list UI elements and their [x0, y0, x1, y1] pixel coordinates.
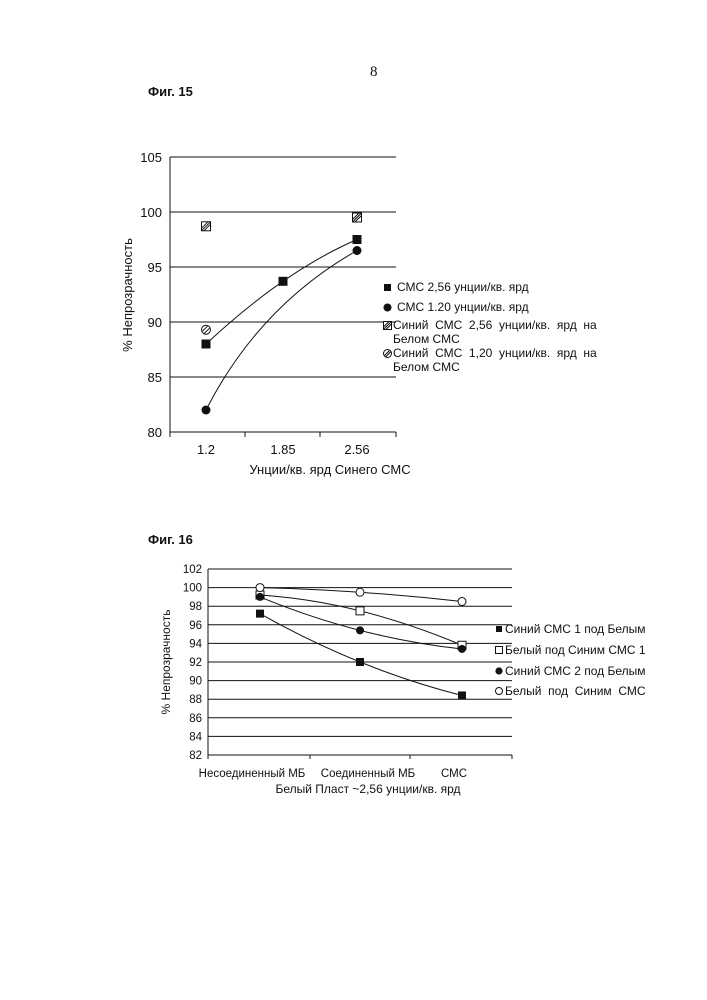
y-axis-label: % Непрозрачность	[159, 610, 173, 715]
figure-15-label: Фиг. 15	[148, 84, 193, 99]
y-tick-label: 102	[183, 564, 202, 576]
figure-15-legend: СМС 2,56 унции/кв. ярд СМС 1.20 унции/кв…	[383, 280, 673, 380]
legend-label: Синий СМС 1 под Белым	[505, 622, 646, 636]
legend-label: Синий СМС 2,56 унции/кв. ярд на Белом СМ…	[393, 318, 597, 346]
y-tick-label: 80	[148, 425, 162, 440]
page-number: 8	[370, 64, 378, 80]
x-axis-label: Унции/кв. ярд Синего СМС	[249, 462, 410, 477]
data-point	[201, 339, 211, 349]
y-tick-label: 95	[148, 260, 162, 275]
figure-16-legend: Синий СМС 1 под Белым Белый под Синим СМ…	[495, 622, 695, 702]
legend-label: Белый под Синим СМС 1	[505, 643, 646, 657]
y-tick-label: 100	[140, 205, 162, 220]
data-point	[352, 235, 362, 244]
series-line	[259, 596, 463, 650]
legend-label: СМС 2,56 унции/кв. ярд	[397, 280, 529, 294]
series-line	[259, 594, 463, 646]
data-point	[278, 276, 288, 286]
data-point	[355, 606, 365, 616]
series-line	[259, 613, 463, 696]
filled-square-icon	[384, 284, 391, 291]
y-tick-label: 92	[189, 657, 202, 669]
x-tick-label: 2.56	[344, 442, 369, 457]
legend-item: Синий СМС 1 под Белым	[495, 622, 646, 636]
y-tick-label: 82	[189, 750, 202, 762]
open-square-icon	[495, 646, 503, 654]
legend-item: Белый под Синим СМС 1	[495, 643, 646, 657]
data-point	[256, 609, 264, 618]
legend-item: СМС 2,56 унции/кв. ярд	[383, 280, 529, 294]
y-tick-label: 88	[189, 694, 202, 706]
legend-item: Синий СМС 1,20 унции/кв. ярд на Белом СМ…	[383, 346, 675, 374]
data-point	[256, 592, 264, 601]
y-tick-label: 94	[189, 638, 202, 650]
data-point	[458, 644, 466, 653]
data-point	[201, 221, 211, 232]
y-tick-label: 98	[189, 601, 202, 613]
legend-item: СМС 1.20 унции/кв. ярд	[383, 300, 529, 314]
x-tick-label: Соединенный МБ	[321, 768, 415, 780]
filled-circle-icon	[495, 667, 503, 675]
y-tick-label: 85	[148, 370, 162, 385]
data-point	[352, 246, 362, 255]
legend-label: Синий СМС 2 под Белым	[505, 664, 646, 678]
y-tick-label: 105	[140, 150, 162, 165]
data-point	[201, 405, 211, 415]
data-point	[352, 212, 362, 223]
hatched-square-icon	[383, 321, 392, 330]
data-point	[255, 583, 265, 593]
filled-circle-icon	[383, 303, 392, 312]
data-point	[356, 658, 364, 666]
legend-item: Синий СМС 2,56 унции/кв. ярд на Белом СМ…	[383, 318, 675, 346]
y-tick-label: 96	[189, 620, 202, 632]
x-tick-label: 1.85	[270, 442, 295, 457]
filled-square-icon	[496, 626, 502, 632]
data-point	[201, 324, 211, 335]
figure-16-label: Фиг. 16	[148, 532, 193, 547]
x-tick-label: СМС	[441, 768, 467, 780]
legend-label: Белый под Синим СМС	[505, 684, 646, 698]
data-point	[458, 691, 466, 700]
x-tick-label: 1.2	[197, 442, 215, 457]
data-point	[457, 597, 467, 607]
data-point	[356, 626, 364, 635]
data-point	[355, 587, 365, 597]
y-axis-label: % Непрозрачность	[120, 238, 135, 352]
x-axis-label: Белый Пласт ~2,56 унции/кв. ярд	[275, 782, 460, 796]
legend-item: Белый под Синим СМС	[495, 684, 646, 698]
legend-label: Синий СМС 1,20 унции/кв. ярд на Белом СМ…	[393, 346, 597, 374]
y-tick-label: 86	[189, 713, 202, 725]
trendline	[205, 250, 358, 411]
legend-label: СМС 1.20 унции/кв. ярд	[397, 300, 529, 314]
x-tick-label: Несоединенный МБ	[199, 768, 306, 780]
legend-item: Синий СМС 2 под Белым	[495, 664, 646, 678]
y-tick-label: 84	[189, 731, 202, 743]
y-tick-label: 90	[189, 676, 202, 688]
y-tick-label: 90	[148, 315, 162, 330]
hatched-circle-icon	[383, 349, 392, 358]
y-tick-label: 100	[183, 583, 202, 595]
open-circle-icon	[495, 687, 503, 695]
